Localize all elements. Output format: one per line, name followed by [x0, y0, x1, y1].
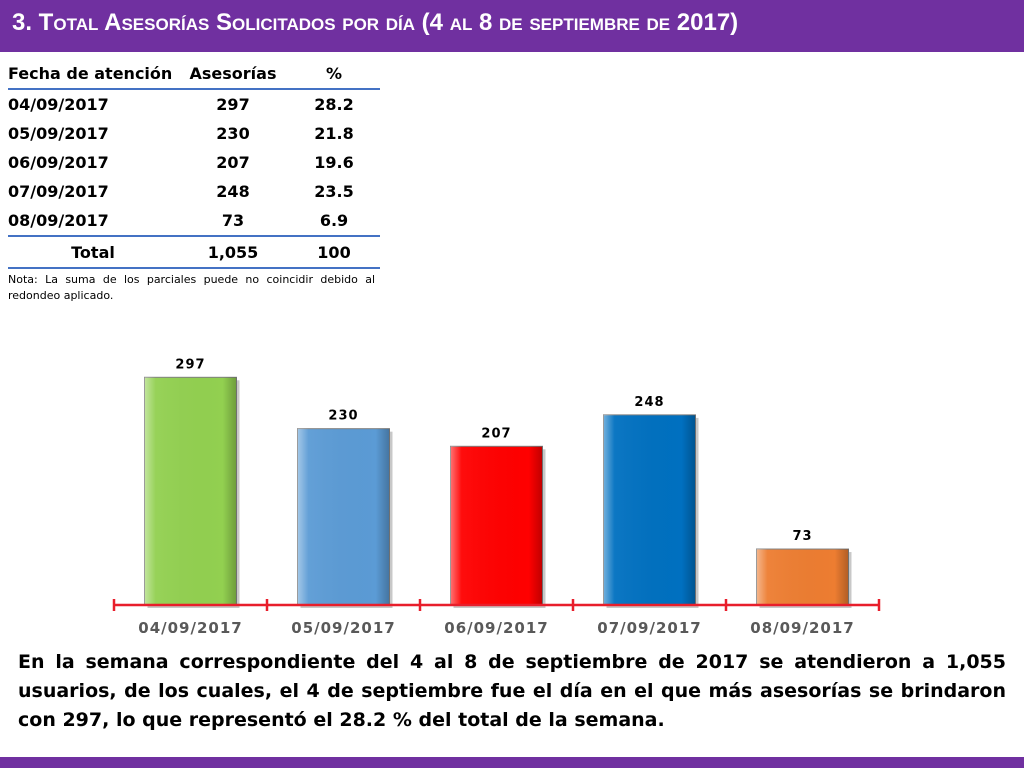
bar-gloss [297, 428, 390, 605]
row-count: 297 [216, 95, 250, 114]
column-header-date: Fecha de atención [8, 58, 178, 90]
x-tick-label: 06/09/2017 [444, 619, 548, 637]
row-date: 08/09/2017 [8, 211, 109, 230]
row-percent: 6.9 [319, 211, 349, 230]
x-tick-label: 07/09/2017 [597, 619, 701, 637]
table-row: 05/09/2017 230 21.8 [8, 119, 380, 148]
table-row: 08/09/2017 73 6.9 [8, 206, 380, 236]
bar-gloss [450, 446, 543, 605]
total-count: 1,055 [178, 235, 288, 269]
row-date: 04/09/2017 [8, 95, 109, 114]
footer-bar [0, 757, 1024, 768]
bar-gloss [603, 414, 696, 605]
total-percent: 100 [288, 235, 380, 269]
data-label: 73 [792, 529, 812, 544]
table-total-row: Total 1,055 100 [8, 235, 380, 269]
table-note: Nota: La suma de los parciales puede no … [8, 273, 375, 302]
table-row: 06/09/2017 207 19.6 [8, 148, 380, 177]
title-bar: 3. Total Asesorías Solicitados por día (… [0, 0, 1024, 52]
row-date: 06/09/2017 [8, 153, 109, 172]
data-label: 207 [481, 426, 511, 441]
row-percent: 28.2 [314, 95, 354, 114]
summary-text: En la semana correspondiente del 4 al 8 … [18, 651, 1006, 731]
data-table-container: Fecha de atención Asesorías % 04/09/2017… [8, 58, 380, 269]
data-label: 248 [634, 395, 664, 410]
row-percent: 23.5 [314, 182, 354, 201]
data-label: 297 [175, 357, 205, 372]
data-label: 230 [328, 409, 358, 424]
table-row: 07/09/2017 248 23.5 [8, 177, 380, 206]
x-tick-label: 05/09/2017 [291, 619, 395, 637]
column-header-percent: % [288, 58, 380, 90]
row-percent: 19.6 [314, 153, 354, 172]
table-row: 04/09/2017 297 28.2 [8, 89, 380, 119]
bar-chart: 297 04/09/2017 230 05/09/2017 207 06/09/2017 2… [112, 357, 881, 637]
column-header-count: Asesorías [178, 58, 288, 90]
table-header-row: Fecha de atención Asesorías % [8, 58, 380, 90]
row-count: 248 [216, 182, 250, 201]
x-tick-label: 04/09/2017 [138, 619, 242, 637]
row-percent: 21.8 [314, 124, 354, 143]
row-count: 73 [221, 211, 245, 230]
page-title: 3. Total Asesorías Solicitados por día (… [12, 9, 739, 36]
x-tick-label: 08/09/2017 [750, 619, 854, 637]
bar-gloss [756, 549, 849, 605]
data-table: Fecha de atención Asesorías % 04/09/2017… [8, 58, 380, 269]
row-date: 05/09/2017 [8, 124, 109, 143]
bar-gloss [144, 377, 237, 605]
row-count: 207 [216, 153, 250, 172]
total-label: Total [8, 235, 178, 269]
row-count: 230 [216, 124, 250, 143]
row-date: 07/09/2017 [8, 182, 109, 201]
